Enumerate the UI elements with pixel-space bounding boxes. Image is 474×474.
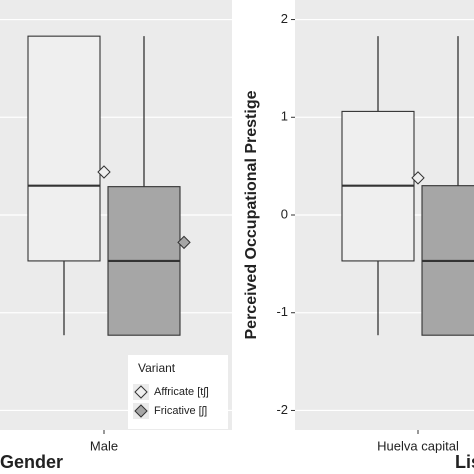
legend-symbol xyxy=(134,385,148,399)
y-tick-label: 0 xyxy=(281,206,288,221)
mean-marker xyxy=(411,171,425,185)
y-tick-label: -2 xyxy=(276,402,288,417)
legend-symbol xyxy=(134,404,148,418)
y-tick-label: 2 xyxy=(281,11,288,26)
legend-label: Fricative [ʃ] xyxy=(154,405,207,417)
mean-marker xyxy=(97,165,111,179)
legend-title: Variant xyxy=(138,361,176,375)
x-axis-label: Lis xyxy=(455,452,474,472)
mean-marker xyxy=(177,235,191,250)
x-tick-label: Male xyxy=(90,438,118,453)
y-tick-label: -1 xyxy=(276,304,288,319)
legend-label: Affricate [tʃ] xyxy=(154,386,209,398)
y-tick-label: 1 xyxy=(281,109,288,124)
box xyxy=(27,35,101,262)
y-axis-label: Perceived Occupational Prestige xyxy=(243,90,260,339)
x-tick-label: Huelva capital xyxy=(377,438,459,453)
x-axis-label: Gender xyxy=(0,452,63,472)
